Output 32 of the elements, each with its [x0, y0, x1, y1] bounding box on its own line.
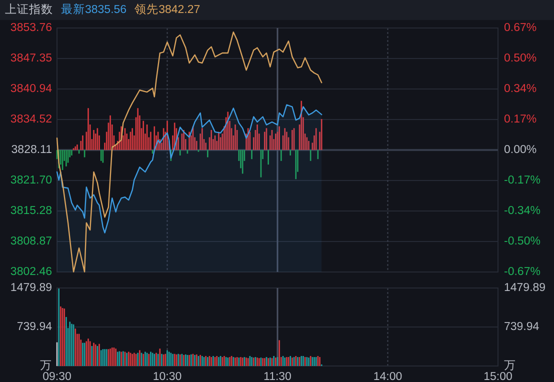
y-tick-label: 1479.89	[10, 282, 52, 294]
chart-title: 上证指数	[5, 3, 53, 16]
y-tick-label: 万	[40, 359, 52, 372]
text: 最新3835.56	[61, 2, 127, 16]
x-tick-label: 10:30	[152, 371, 182, 382]
y-tick-label: 3808.87	[10, 236, 52, 248]
y-tick-label: 3828.11	[11, 144, 52, 156]
y2-tick-label: 1479.89	[504, 282, 546, 294]
y-tick-label: 739.94	[16, 321, 53, 333]
y-tick-label: 3853.76	[10, 22, 52, 34]
y-tick-label: 3840.94	[10, 82, 53, 95]
y-tick-label: 3815.28	[10, 205, 52, 218]
y2-tick-label: 0.50%	[504, 52, 537, 64]
y2-tick-label: 0.34%	[504, 83, 537, 95]
y2-tick-label: -0.67%	[504, 266, 540, 278]
y2-tick-label: 万	[504, 359, 516, 372]
x-tick-label: 14:00	[373, 371, 402, 382]
y2-tick-label: -0.50%	[504, 236, 540, 248]
y-tick-label: 3821.70	[10, 174, 52, 186]
y2-tick-label: 0.67%	[504, 22, 537, 34]
y2-tick-label: 739.94	[504, 321, 540, 333]
x-tick-label: 15:00	[484, 371, 512, 382]
y-tick-label: 3834.52	[10, 114, 52, 126]
y2-tick-label: -0.34%	[504, 205, 540, 217]
text: 领先3842.27	[134, 3, 200, 16]
x-tick-label: 11:30	[264, 371, 292, 382]
y-tick-label: 3847.35	[10, 52, 52, 64]
y2-tick-label: 0.17%	[504, 114, 537, 126]
x-tick-label: 09:30	[42, 371, 72, 382]
y2-tick-label: 0.00%	[504, 144, 537, 156]
y-tick-label: 3802.46	[10, 266, 52, 278]
y2-tick-label: -0.17%	[504, 174, 540, 186]
